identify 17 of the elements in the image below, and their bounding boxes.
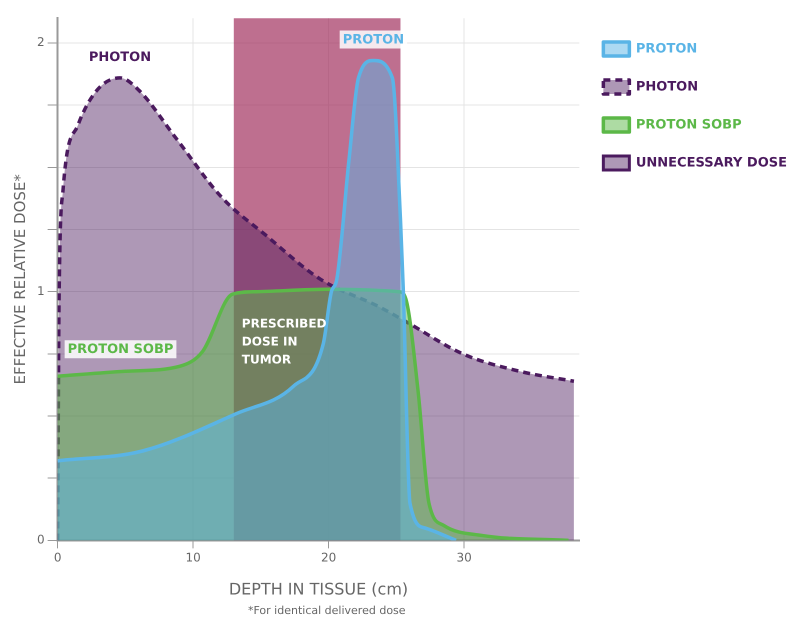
- text: PHOTON: [88, 50, 152, 65]
- text: PROTON SOBP: [68, 342, 174, 358]
- x-axis-title: DEPTH IN TISSUE (cm): [228, 580, 408, 599]
- legend-label: PROTON: [636, 41, 698, 56]
- y-tick-label: 2: [36, 35, 45, 50]
- legend-label: PHOTON: [636, 79, 698, 94]
- text: PROTON: [342, 32, 404, 48]
- legend-label: PROTON SOBP: [636, 117, 742, 132]
- x-tick-label: 30: [456, 550, 472, 565]
- text: UNNECESSARY DOSE: [636, 155, 788, 170]
- x-tick-label: 0: [54, 550, 62, 565]
- x-tick-label: 10: [186, 550, 201, 565]
- y-tick-label: 0: [36, 532, 45, 547]
- y-axis-title: EFFECTIVE RELATIVE DOSE*: [10, 174, 29, 385]
- text: *For identical delivered dose: [247, 604, 407, 617]
- x-tick-label: 20: [321, 550, 336, 565]
- y-tick-label: 1: [36, 284, 45, 298]
